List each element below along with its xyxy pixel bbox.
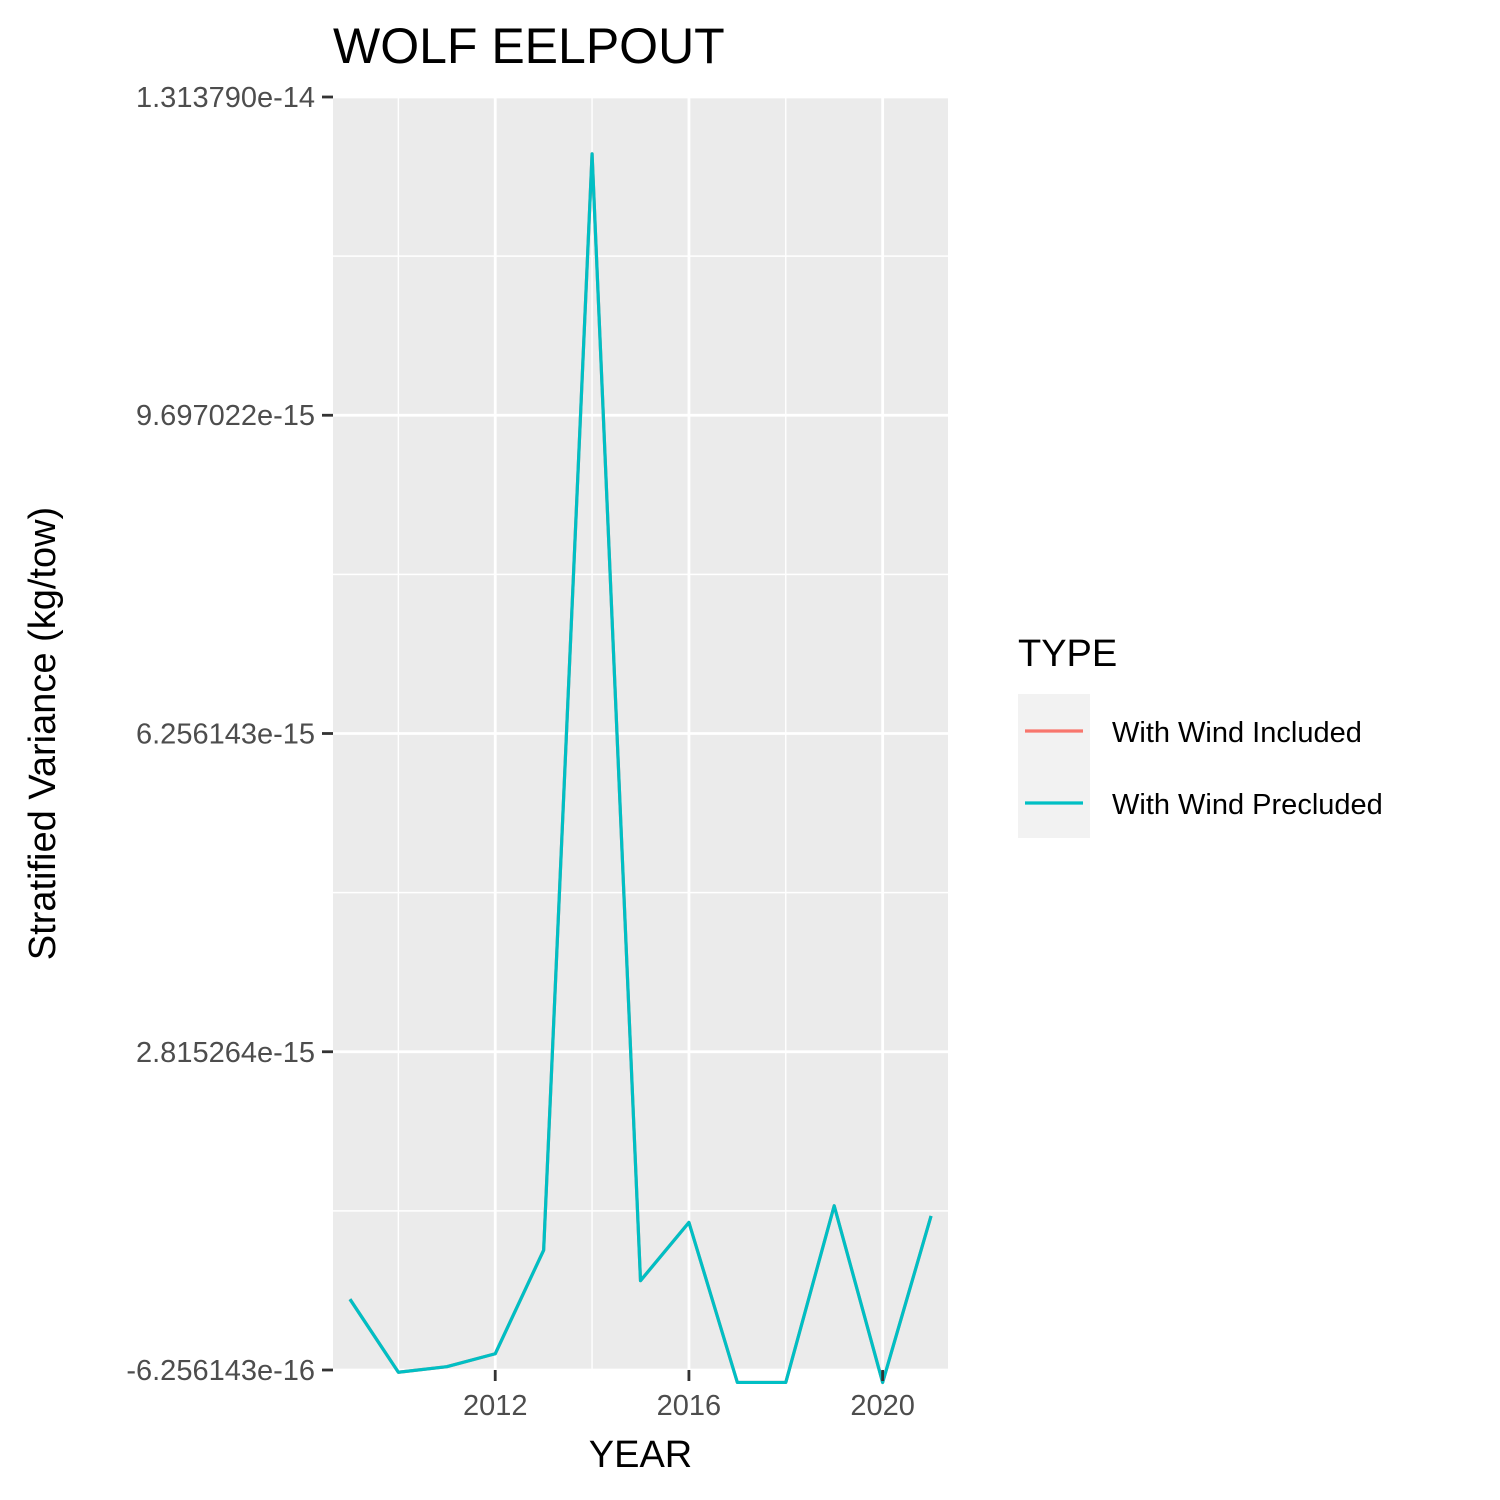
x-tick-label: 2016 (657, 1390, 722, 1422)
major-gridlines (333, 95, 948, 1372)
legend: TYPE With Wind Included With Wind Preclud… (1018, 633, 1383, 838)
y-tick-label: 2.815264e-15 (136, 1037, 315, 1069)
x-tick-label: 2020 (850, 1390, 915, 1422)
x-axis: 2012 2016 2020 (463, 1370, 915, 1422)
y-tick-label: -6.256143e-16 (126, 1355, 315, 1387)
legend-key-background (1018, 694, 1090, 838)
y-tick-label: 1.313790e-14 (136, 82, 315, 114)
legend-label: With Wind Precluded (1112, 789, 1383, 821)
chart-title: WOLF EELPOUT (333, 18, 725, 74)
y-tick-label: 9.697022e-15 (136, 400, 315, 432)
x-tick-label: 2012 (463, 1390, 528, 1422)
y-axis: -6.256143e-16 2.815264e-15 6.256143e-15 9.6… (126, 82, 333, 1387)
y-axis-title: Stratified Variance (kg/tow) (22, 507, 64, 960)
legend-label: With Wind Included (1112, 717, 1362, 749)
legend-title: TYPE (1018, 633, 1117, 675)
series-lines (348, 152, 933, 1385)
series-line (348, 152, 933, 1385)
y-tick-label: 6.256143e-15 (136, 719, 315, 751)
legend-entries: With Wind Included With Wind Precluded (1025, 717, 1383, 821)
x-axis-title: YEAR (589, 1434, 692, 1476)
